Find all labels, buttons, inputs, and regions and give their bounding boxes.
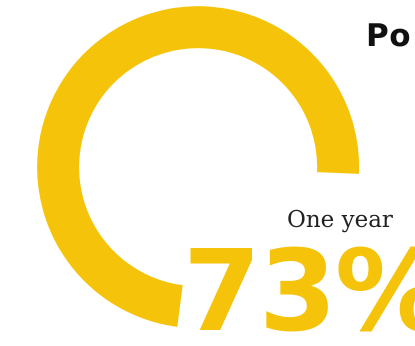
percent-value: 73% — [183, 227, 415, 346]
progress-ring-arc — [37, 6, 360, 327]
heading-title: Po — [366, 18, 412, 54]
subtext-label: One year — [287, 207, 393, 233]
